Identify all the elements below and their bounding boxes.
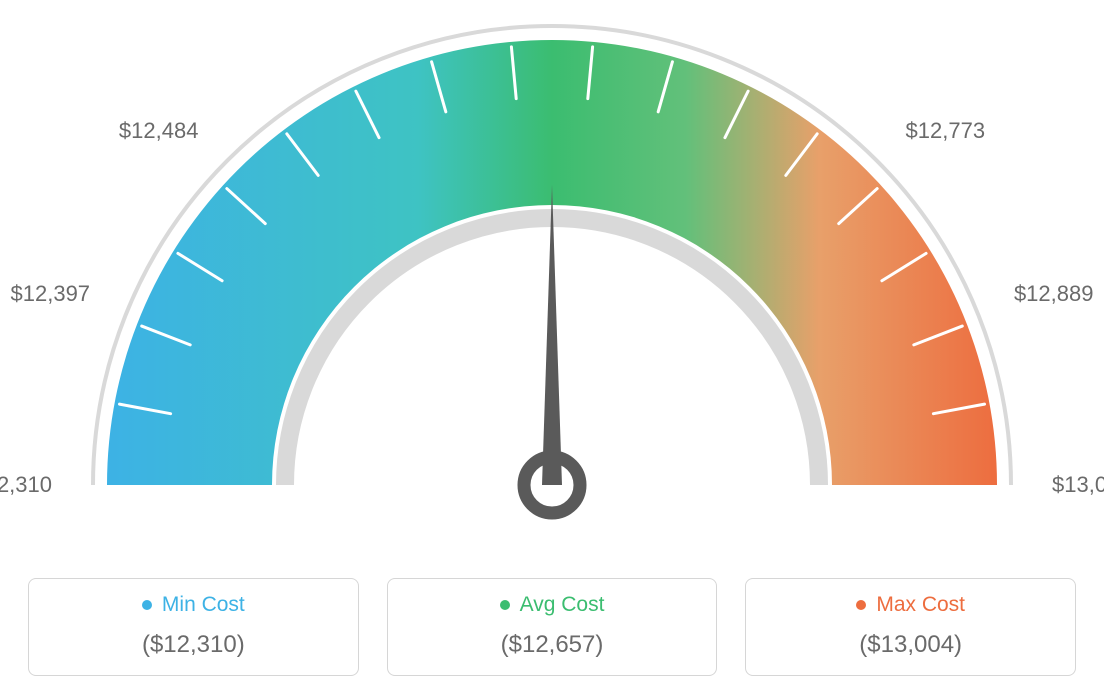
legend-value: ($12,657) <box>398 631 707 659</box>
legend-title: Max Cost <box>876 593 965 617</box>
cost-gauge-chart: $12,310$12,397$12,484$12,657$12,773$12,8… <box>0 0 1104 540</box>
legend-value: ($13,004) <box>756 631 1065 659</box>
gauge-tick-label: $12,889 <box>1014 281 1094 307</box>
gauge-tick-label: $12,310 <box>0 472 52 498</box>
legend-max: Max Cost ($13,004) <box>745 578 1076 676</box>
gauge-tick-label: $12,484 <box>119 118 199 144</box>
dot-icon <box>856 600 866 610</box>
legend-value: ($12,310) <box>39 631 348 659</box>
gauge-tick-label: $13,004 <box>1052 472 1104 498</box>
legend-title: Avg Cost <box>520 593 605 617</box>
legend-min: Min Cost ($12,310) <box>28 578 359 676</box>
dot-icon <box>500 600 510 610</box>
gauge-tick-label: $12,773 <box>906 118 986 144</box>
legend-avg: Avg Cost ($12,657) <box>387 578 718 676</box>
legend-row: Min Cost ($12,310) Avg Cost ($12,657) Ma… <box>0 578 1104 676</box>
gauge-tick-label: $12,397 <box>11 281 91 307</box>
dot-icon <box>142 600 152 610</box>
legend-title: Min Cost <box>162 593 245 617</box>
